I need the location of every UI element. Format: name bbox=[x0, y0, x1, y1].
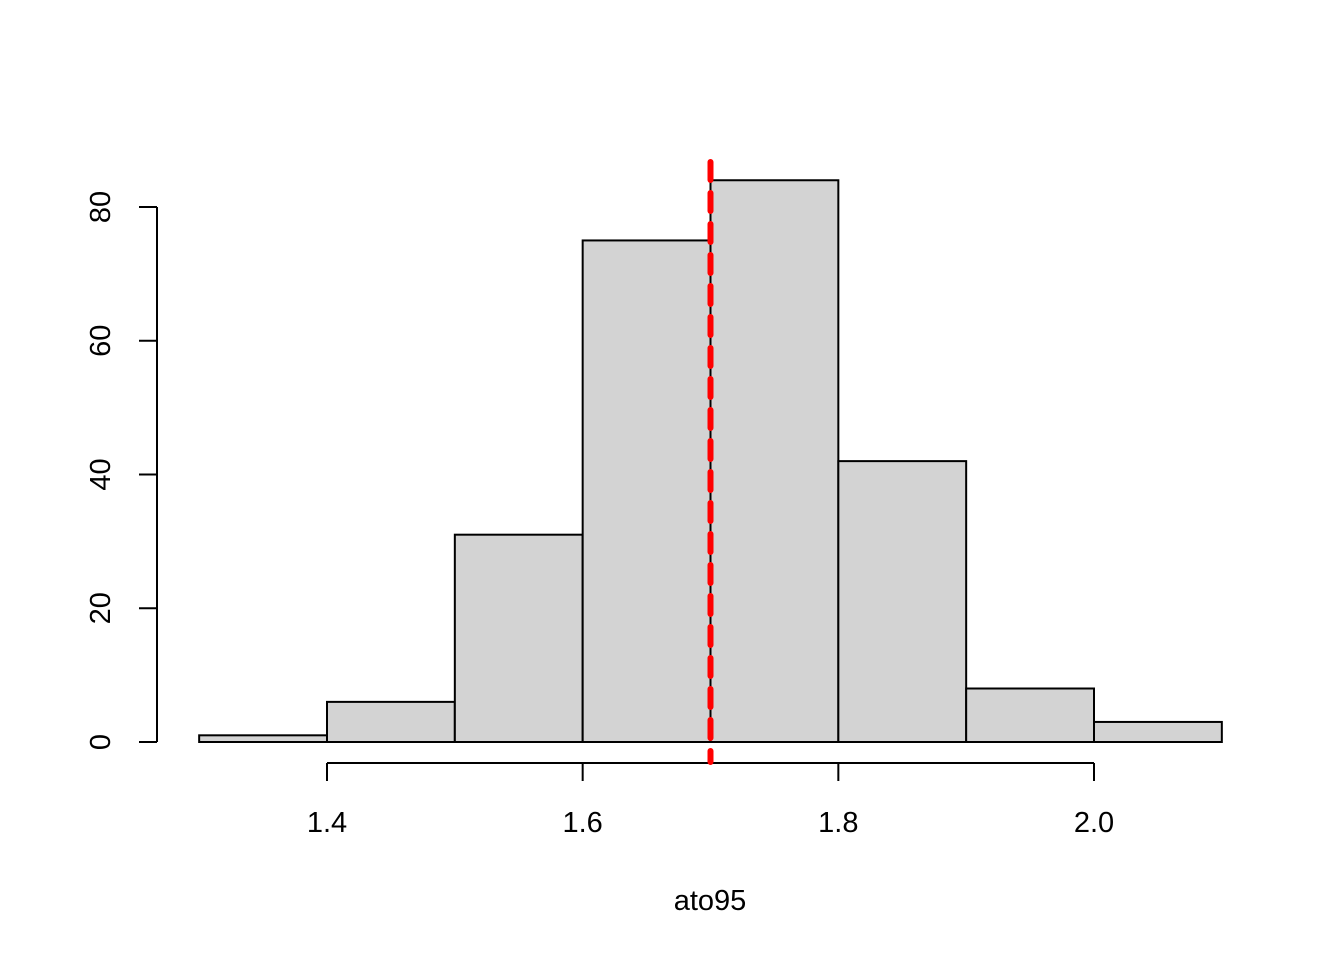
x-axis-title: ato95 bbox=[674, 885, 747, 917]
x-tick-label: 1.6 bbox=[563, 807, 603, 839]
histogram-bar bbox=[965, 687, 1096, 743]
histogram-bar bbox=[326, 700, 456, 743]
y-tick-label: 80 bbox=[85, 191, 117, 223]
x-axis: 1.4 1.6 1.8 2.0 bbox=[307, 762, 1114, 839]
histogram-bar bbox=[1093, 720, 1223, 743]
y-tick-label: 60 bbox=[85, 325, 117, 357]
y-tick-label: 20 bbox=[85, 592, 117, 624]
histogram-bar bbox=[837, 460, 968, 743]
histogram-bar bbox=[453, 533, 584, 743]
y-tick-label: 40 bbox=[85, 458, 117, 490]
y-tick-label: 0 bbox=[85, 734, 117, 750]
histogram-bar bbox=[581, 239, 712, 743]
x-tick-label: 1.4 bbox=[307, 807, 347, 839]
bars-layer bbox=[198, 179, 1223, 743]
histogram-bar bbox=[198, 734, 329, 743]
histogram-bar bbox=[709, 179, 840, 743]
x-tick-label: 1.8 bbox=[818, 807, 858, 839]
y-axis: 0 20 40 60 80 bbox=[85, 191, 158, 750]
x-tick-label: 2.0 bbox=[1074, 807, 1114, 839]
